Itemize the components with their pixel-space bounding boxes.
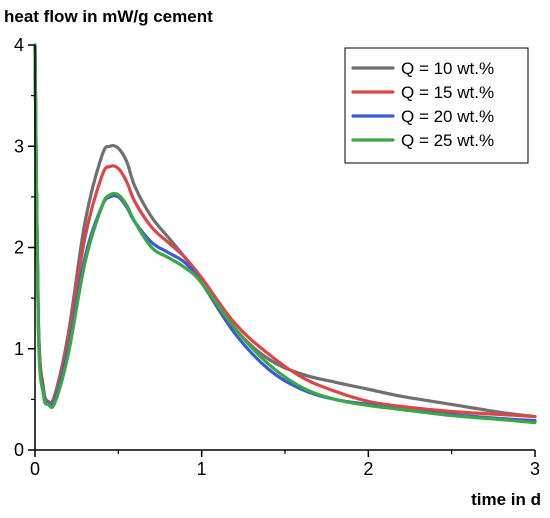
x-tick-label-2: 2 bbox=[363, 459, 373, 479]
x-tick-label-1: 1 bbox=[197, 459, 207, 479]
y-tick-label-3: 3 bbox=[14, 136, 24, 156]
legend-label-4: Q = 25 wt.% bbox=[401, 131, 494, 150]
legend-label-3: Q = 20 wt.% bbox=[401, 107, 494, 126]
y-tick-label-2: 2 bbox=[14, 238, 24, 258]
y-tick-label-1: 1 bbox=[14, 339, 24, 359]
x-tick-label-3: 3 bbox=[530, 459, 540, 479]
legend-label-2: Q = 15 wt.% bbox=[401, 83, 494, 102]
y-tick-label-0: 0 bbox=[14, 440, 24, 460]
x-tick-label-0: 0 bbox=[30, 459, 40, 479]
legend: Q = 10 wt.% Q = 15 wt.% Q = 20 wt.% Q = 25 … bbox=[344, 47, 529, 164]
legend-label-1: Q = 10 wt.% bbox=[401, 59, 494, 78]
y-tick-label-4: 4 bbox=[14, 35, 24, 55]
axes: 0 1 2 3 0 1 2 3 4 bbox=[14, 35, 540, 479]
y-axis-label: heat flow in mW/g cement bbox=[4, 7, 213, 26]
series-line-4 bbox=[33, 43, 537, 425]
plot-area bbox=[33, 43, 537, 425]
x-axis-label: time in d bbox=[471, 490, 541, 509]
